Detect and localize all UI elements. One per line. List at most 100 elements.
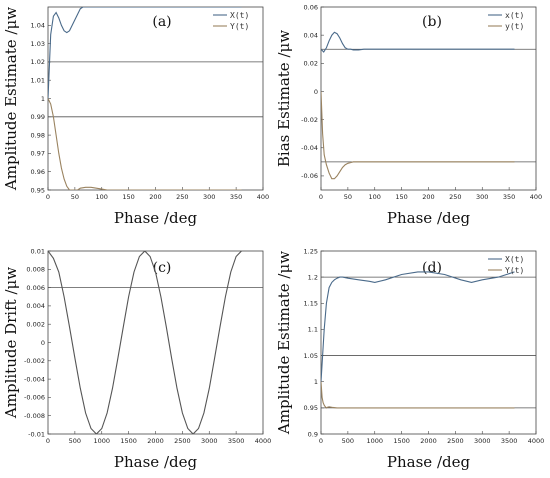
x-tick-label: 500	[342, 437, 354, 445]
series-line-1	[48, 251, 242, 434]
chart-panel-3: 0 500 1000 1500 2000 2500 3000 3500 4000 -0.01 -0.…	[2, 247, 271, 471]
plot-frame	[47, 6, 264, 191]
x-tick-label: 50	[71, 193, 79, 201]
y-tick-label: 0.98	[31, 131, 45, 139]
y-tick-label: 0.95	[31, 186, 45, 194]
x-tick-label: 1500	[393, 437, 410, 445]
y-axis-label: Bias Estimate /μw	[275, 30, 293, 167]
legend-entry: Y(t)	[230, 22, 249, 31]
y-tick-label: -0.04	[301, 144, 318, 152]
x-tick-label: 2000	[147, 437, 164, 445]
y-tick-label: 0.01	[31, 247, 45, 255]
x-axis-label: Phase /deg	[387, 209, 471, 227]
y-tick-label: 0.002	[26, 321, 45, 329]
y-tick-label: 0.008	[26, 266, 45, 274]
y-tick-label: 1	[314, 378, 318, 386]
series-line-1	[321, 31, 515, 53]
y-tick-label: 1.15	[304, 300, 318, 308]
x-tick-label: 200	[149, 193, 161, 201]
y-tick-label: 1.01	[31, 77, 45, 85]
y-tick-label: -0.06	[301, 172, 318, 180]
y-tick-label: 0	[314, 88, 318, 96]
x-tick-label: 250	[176, 193, 188, 201]
x-tick-label: 4000	[255, 437, 272, 445]
x-tick-label: 1000	[366, 437, 383, 445]
legend-entry: x(t)	[505, 11, 524, 20]
legend-entry: X(t)	[230, 11, 249, 20]
x-tick-label: 3000	[201, 437, 218, 445]
y-tick-label: 0.99	[31, 113, 45, 121]
y-tick-label: 0	[41, 339, 45, 347]
x-tick-label: 150	[122, 193, 134, 201]
x-tick-label: 1000	[93, 437, 110, 445]
y-axis-label: Amplitude Drift /μw	[2, 267, 20, 419]
x-tick-label: 300	[476, 193, 488, 201]
y-tick-label: 1.2	[308, 273, 318, 281]
y-tick-label: 1.05	[304, 352, 318, 360]
x-tick-label: 3500	[228, 437, 245, 445]
series-line-2	[321, 91, 515, 180]
x-tick-label: 0	[319, 193, 323, 201]
chart-panel-2: 0 50 100 150 200 250 300 350 400 -0.06 -0.04 -0.02 0…	[275, 3, 542, 227]
x-tick-label: 0	[319, 437, 323, 445]
legend-entry: Y(t)	[505, 266, 524, 275]
plot-frame	[320, 6, 537, 191]
x-tick-label: 3000	[474, 437, 491, 445]
x-tick-label: 4000	[528, 437, 545, 445]
x-tick-label: 400	[530, 193, 542, 201]
plot-frame	[47, 250, 264, 435]
y-tick-label: 0.06	[304, 3, 318, 11]
x-tick-label: 300	[203, 193, 215, 201]
x-tick-label: 3500	[501, 437, 518, 445]
x-tick-label: 0	[46, 193, 50, 201]
x-tick-label: 100	[369, 193, 381, 201]
panel-label: (b)	[422, 14, 442, 30]
y-axis-label: Amplitude Estimate /μw	[2, 7, 20, 191]
legend-entry: X(t)	[505, 255, 524, 264]
series-line-1	[48, 7, 242, 99]
x-axis-label: Phase /deg	[387, 453, 471, 471]
chart-panel-4: 0 500 1000 1500 2000 2500 3000 3500 4000 0.9 0.95 1…	[275, 247, 544, 471]
series-line-2	[321, 381, 515, 409]
panel-label: (c)	[153, 260, 172, 276]
y-tick-label: -0.004	[24, 375, 45, 383]
x-tick-label: 2500	[174, 437, 191, 445]
x-tick-label: 200	[422, 193, 434, 201]
y-tick-label: -0.002	[24, 357, 45, 365]
x-axis-label: Phase /deg	[114, 209, 198, 227]
y-tick-label: 1.03	[31, 40, 45, 48]
x-tick-label: 2000	[420, 437, 437, 445]
y-tick-label: -0.008	[24, 412, 45, 420]
y-tick-label: 0.96	[31, 168, 45, 176]
chart-panel-1: 0 50 100 150 200 250 300 350 400 0.95 0.96 0.97 0.98…	[2, 6, 269, 227]
panel-label: (a)	[152, 14, 171, 30]
y-tick-label: -0.01	[28, 430, 45, 438]
y-tick-label: 1.02	[31, 58, 45, 66]
y-tick-label: 0.9	[308, 430, 318, 438]
plot-frame	[320, 250, 537, 435]
x-tick-label: 350	[503, 193, 515, 201]
y-tick-label: 0.97	[31, 150, 45, 158]
series-line-1	[321, 271, 515, 382]
y-tick-label: 0.02	[304, 60, 318, 68]
y-tick-label: 1.1	[308, 326, 318, 334]
x-tick-label: 250	[449, 193, 461, 201]
x-tick-label: 50	[344, 193, 352, 201]
y-tick-label: 1	[41, 95, 45, 103]
y-tick-label: 0.006	[26, 284, 45, 292]
y-tick-label: 1.04	[31, 22, 45, 30]
y-tick-label: -0.006	[24, 394, 45, 402]
x-tick-label: 2500	[447, 437, 464, 445]
x-axis-label: Phase /deg	[114, 453, 198, 471]
x-tick-label: 100	[96, 193, 108, 201]
y-axis-label: Amplitude Estimate /μw	[275, 251, 293, 435]
x-tick-label: 150	[395, 193, 407, 201]
y-tick-label: 0.04	[304, 31, 318, 39]
x-tick-label: 1500	[120, 437, 137, 445]
x-tick-label: 350	[230, 193, 242, 201]
x-tick-label: 500	[69, 437, 81, 445]
y-tick-label: -0.02	[301, 116, 318, 124]
x-tick-label: 400	[257, 193, 269, 201]
y-tick-label: 0.95	[304, 404, 318, 412]
legend-entry: y(t)	[505, 22, 524, 31]
